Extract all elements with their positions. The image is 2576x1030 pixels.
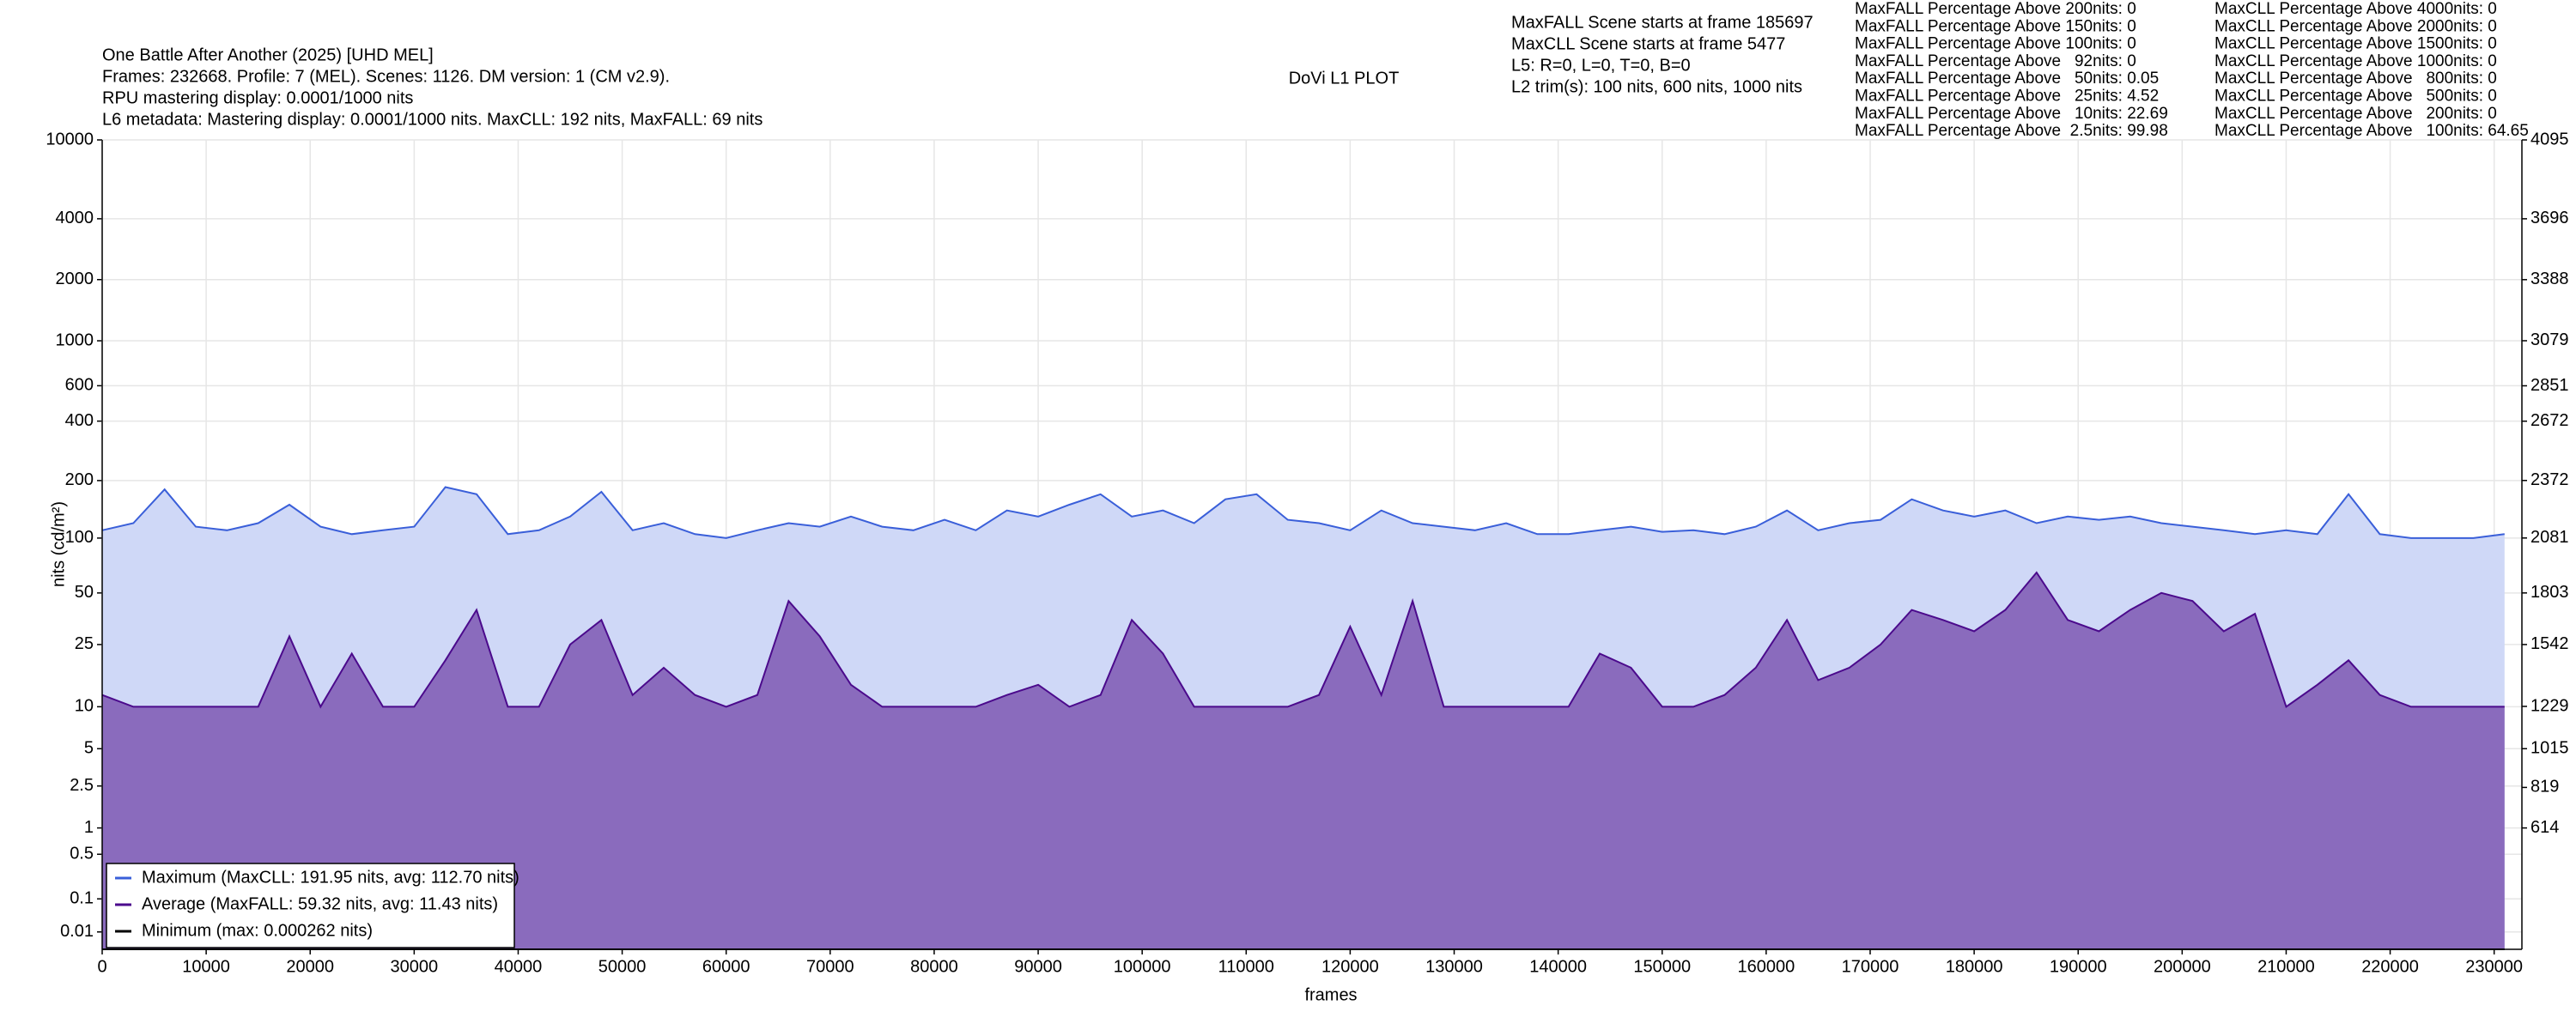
series-line <box>101 571 2505 709</box>
stat-line: MaxCLL Percentage Above 100nits: 64.65 <box>2215 122 2529 140</box>
x-tick-label: 230000 <box>2465 957 2523 976</box>
y-tick-label: 50 <box>75 583 94 602</box>
y-tick-label: 10000 <box>46 130 94 148</box>
x-tick-label: 110000 <box>1218 957 1274 976</box>
stat-line: MaxFALL Percentage Above 92nits: 0 <box>1855 52 2136 70</box>
x-tick-label: 200000 <box>2154 957 2211 976</box>
y-tick-label: 600 <box>65 376 94 395</box>
stat-line: MaxCLL Percentage Above 1000nits: 0 <box>2215 52 2497 70</box>
x-tick-label: 210000 <box>2257 957 2315 976</box>
stat-line: MaxCLL Percentage Above 2000nits: 0 <box>2215 17 2497 35</box>
y-tick-label: 25 <box>75 634 94 653</box>
stat-line: MaxFALL Percentage Above 100nits: 0 <box>1855 35 2136 53</box>
x-tick-label: 60000 <box>702 957 750 976</box>
x-tick-label: 0 <box>97 957 106 976</box>
legend: Maximum (MaxCLL: 191.95 nits, avg: 112.7… <box>106 863 519 948</box>
y2-tick-label: 1542 <box>2530 634 2569 653</box>
x-tick-label: 40000 <box>495 957 543 976</box>
x-tick-label: 140000 <box>1529 957 1587 976</box>
legend-label: Average (MaxFALL: 59.32 nits, avg: 11.43… <box>142 894 498 913</box>
x-tick-label: 190000 <box>2050 957 2107 976</box>
stat-line: MaxCLL Percentage Above 800nits: 0 <box>2215 70 2497 88</box>
y2-tick-label: 819 <box>2530 778 2559 797</box>
x-tick-label: 120000 <box>1321 957 1379 976</box>
x-tick-label: 10000 <box>182 957 230 976</box>
y2-tick-label: 3388 <box>2530 270 2569 288</box>
stat-line: MaxCLL Percentage Above 4000nits: 0 <box>2215 0 2497 18</box>
y-axis-label: nits (cd/m²) <box>49 501 68 587</box>
y2-tick-label: 1015 <box>2530 739 2569 758</box>
stat-line: MaxCLL Percentage Above 1500nits: 0 <box>2215 35 2497 53</box>
y2-tick-label: 2851 <box>2530 376 2569 395</box>
stat-line: MaxCLL Percentage Above 200nits: 0 <box>2215 105 2497 123</box>
y-tick-label: 0.5 <box>70 845 94 863</box>
x-tick-label: 70000 <box>806 957 854 976</box>
stat-line: MaxFALL Percentage Above 50nits: 0.05 <box>1855 70 2159 88</box>
info-line: Frames: 232668. Profile: 7 (MEL). Scenes… <box>102 67 670 86</box>
series-line <box>101 486 2505 539</box>
y-tick-label: 2000 <box>56 270 94 288</box>
chart-title: DoVi L1 PLOT <box>1289 69 1400 88</box>
y-tick-label: 1 <box>84 818 94 837</box>
stat-line: MaxFALL Percentage Above 10nits: 22.69 <box>1855 105 2168 123</box>
stat-line: MaxFALL Percentage Above 2.5nits: 99.98 <box>1855 122 2168 140</box>
scene-line: L5: R=0, L=0, T=0, B=0 <box>1511 56 1691 75</box>
y-tick-label: 100 <box>65 528 94 547</box>
y2-tick-label: 2081 <box>2530 528 2569 547</box>
x-tick-label: 220000 <box>2361 957 2419 976</box>
legend-label: Minimum (max: 0.000262 nits) <box>142 921 373 940</box>
y2-tick-label: 4095 <box>2530 130 2569 148</box>
y-tick-label: 10 <box>75 697 94 716</box>
x-tick-label: 160000 <box>1737 957 1795 976</box>
info-line: L6 metadata: Mastering display: 0.0001/1… <box>102 110 762 129</box>
y2-tick-label: 1803 <box>2530 583 2569 602</box>
y-tick-label: 400 <box>65 411 94 430</box>
x-tick-label: 150000 <box>1633 957 1691 976</box>
stat-line: MaxCLL Percentage Above 500nits: 0 <box>2215 88 2497 106</box>
info-line: One Battle After Another (2025) [UHD MEL… <box>102 45 434 64</box>
scene-line: MaxCLL Scene starts at frame 5477 <box>1511 34 1785 53</box>
legend-label: Maximum (MaxCLL: 191.95 nits, avg: 112.7… <box>142 868 519 887</box>
y2-tick-label: 3079 <box>2530 330 2569 349</box>
scene-line: L2 trim(s): 100 nits, 600 nits, 1000 nit… <box>1511 77 1802 96</box>
x-axis-label: frames <box>1304 985 1357 1004</box>
y-tick-label: 0.01 <box>60 922 94 941</box>
y2-tick-label: 614 <box>2530 818 2559 837</box>
y-tick-label: 4000 <box>56 209 94 227</box>
scene-line: MaxFALL Scene starts at frame 185697 <box>1511 13 1814 32</box>
stat-line: MaxFALL Percentage Above 150nits: 0 <box>1855 17 2136 35</box>
info-line: RPU mastering display: 0.0001/1000 nits <box>102 88 413 107</box>
y2-tick-label: 3696 <box>2530 209 2569 227</box>
x-tick-label: 180000 <box>1946 957 2003 976</box>
x-tick-label: 20000 <box>286 957 334 976</box>
y-tick-label: 5 <box>84 739 94 758</box>
y2-tick-label: 2372 <box>2530 470 2569 489</box>
y2-tick-label: 1229 <box>2530 696 2569 715</box>
x-tick-label: 100000 <box>1114 957 1171 976</box>
x-tick-label: 170000 <box>1842 957 1899 976</box>
y-tick-label: 1000 <box>56 330 94 349</box>
stat-line: MaxFALL Percentage Above 200nits: 0 <box>1855 0 2136 18</box>
x-tick-label: 80000 <box>910 957 958 976</box>
stat-line: MaxFALL Percentage Above 25nits: 4.52 <box>1855 88 2159 106</box>
x-tick-label: 90000 <box>1014 957 1062 976</box>
series-area <box>102 573 2505 949</box>
x-tick-label: 130000 <box>1425 957 1483 976</box>
y2-tick-label: 2672 <box>2530 411 2569 430</box>
legend-box <box>106 863 515 948</box>
y-tick-label: 200 <box>65 470 94 489</box>
x-tick-label: 50000 <box>598 957 647 976</box>
y-tick-label: 2.5 <box>70 776 94 795</box>
x-tick-label: 30000 <box>391 957 439 976</box>
y-tick-label: 0.1 <box>70 888 94 907</box>
